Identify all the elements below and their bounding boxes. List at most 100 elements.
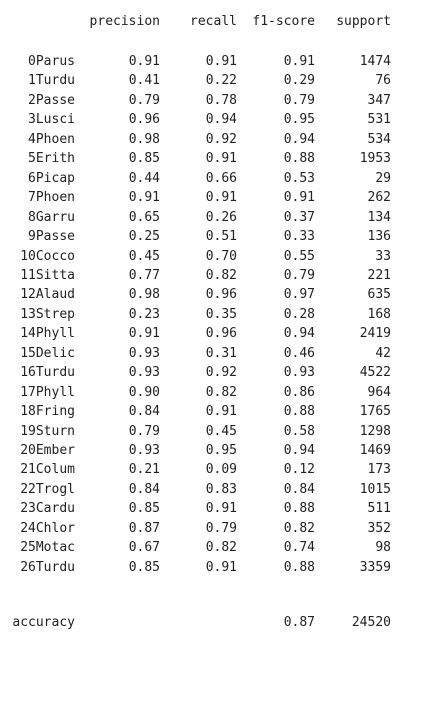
- f1-score-value: 0.88: [283, 151, 315, 166]
- f1-score-value: 0.28: [283, 307, 315, 322]
- class-label: 5Erith: [28, 151, 75, 166]
- f1-score-value: 0.94: [283, 132, 315, 147]
- class-label: 14Phyll: [20, 326, 75, 341]
- precision-value: 0.65: [128, 210, 160, 225]
- accuracy-f1-score: 0.87: [283, 615, 315, 630]
- class-label: 0Parus: [28, 54, 75, 69]
- table-row: 1Turdu 0.41 0.22 0.29 76: [0, 72, 429, 90]
- precision-value: 0.67: [128, 540, 160, 555]
- recall-value: 0.78: [205, 93, 237, 108]
- precision-value: 0.98: [128, 287, 160, 302]
- table-row: 5Erith 0.85 0.91 0.88 1953: [0, 150, 429, 168]
- f1-score-value: 0.55: [283, 249, 315, 264]
- class-label: 6Picap: [28, 171, 75, 186]
- f1-score-value: 0.12: [283, 462, 315, 477]
- support-value: 635: [367, 287, 391, 302]
- table-row: 23Cardu 0.85 0.91 0.88 511: [0, 500, 429, 518]
- f1-score-value: 0.86: [283, 385, 315, 400]
- header-row: precision recall f1-score support: [0, 13, 429, 31]
- recall-value: 0.94: [205, 112, 237, 127]
- class-label: 13Strep: [20, 307, 75, 322]
- class-label: 3Lusci: [28, 112, 75, 127]
- support-value: 1015: [359, 482, 391, 497]
- recall-value: 0.92: [205, 365, 237, 380]
- support-value: 168: [367, 307, 391, 322]
- precision-value: 0.25: [128, 229, 160, 244]
- table-row: 0Parus 0.91 0.91 0.91 1474: [0, 53, 429, 71]
- recall-value: 0.09: [205, 462, 237, 477]
- precision-value: 0.41: [128, 73, 160, 88]
- precision-value: 0.90: [128, 385, 160, 400]
- precision-value: 0.93: [128, 443, 160, 458]
- class-label: 15Delic: [20, 346, 75, 361]
- support-value: 352: [367, 521, 391, 536]
- accuracy-support: 24520: [351, 615, 391, 630]
- class-label: 9Passe: [28, 229, 75, 244]
- table-row: 3Lusci 0.96 0.94 0.95 531: [0, 111, 429, 129]
- table-row: 25Motac 0.67 0.82 0.74 98: [0, 539, 429, 557]
- table-row: 11Sitta 0.77 0.82 0.79 221: [0, 267, 429, 285]
- class-label: 7Phoen: [28, 190, 75, 205]
- support-value: 1953: [359, 151, 391, 166]
- table-row: 20Ember 0.93 0.95 0.94 1469: [0, 442, 429, 460]
- support-value: 1765: [359, 404, 391, 419]
- table-row: 15Delic 0.93 0.31 0.46 42: [0, 345, 429, 363]
- precision-value: 0.96: [128, 112, 160, 127]
- precision-value: 0.91: [128, 326, 160, 341]
- class-label: 12Alaud: [20, 287, 75, 302]
- accuracy-row: accuracy 0.87 24520: [0, 614, 429, 632]
- class-label: 26Turdu: [20, 560, 75, 575]
- precision-value: 0.93: [128, 346, 160, 361]
- recall-value: 0.82: [205, 385, 237, 400]
- class-label: 20Ember: [20, 443, 75, 458]
- class-label: 24Chlor: [20, 521, 75, 536]
- class-label: 17Phyll: [20, 385, 75, 400]
- table-row: 10Cocco 0.45 0.70 0.55 33: [0, 248, 429, 266]
- recall-value: 0.82: [205, 540, 237, 555]
- f1-score-value: 0.88: [283, 501, 315, 516]
- recall-value: 0.45: [205, 424, 237, 439]
- accuracy-label: accuracy: [12, 615, 75, 630]
- precision-value: 0.91: [128, 54, 160, 69]
- support-value: 262: [367, 190, 391, 205]
- f1-score-value: 0.93: [283, 365, 315, 380]
- table-row: 9Passe 0.25 0.51 0.33 136: [0, 228, 429, 246]
- support-value: 29: [375, 171, 391, 186]
- support-value: 134: [367, 210, 391, 225]
- class-label: 10Cocco: [20, 249, 75, 264]
- class-label: 18Fring: [20, 404, 75, 419]
- f1-score-value: 0.84: [283, 482, 315, 497]
- recall-header: recall: [190, 14, 237, 29]
- table-row: 13Strep 0.23 0.35 0.28 168: [0, 306, 429, 324]
- recall-value: 0.22: [205, 73, 237, 88]
- class-label: 23Cardu: [20, 501, 75, 516]
- support-value: 534: [367, 132, 391, 147]
- recall-value: 0.91: [205, 560, 237, 575]
- f1-score-value: 0.79: [283, 93, 315, 108]
- class-label: 2Passe: [28, 93, 75, 108]
- precision-value: 0.87: [128, 521, 160, 536]
- precision-value: 0.79: [128, 424, 160, 439]
- support-value: 33: [375, 249, 391, 264]
- recall-value: 0.92: [205, 132, 237, 147]
- precision-value: 0.45: [128, 249, 160, 264]
- f1-score-value: 0.46: [283, 346, 315, 361]
- recall-value: 0.96: [205, 326, 237, 341]
- f1-score-value: 0.74: [283, 540, 315, 555]
- class-label: 21Colum: [20, 462, 75, 477]
- table-row: 24Chlor 0.87 0.79 0.82 352: [0, 520, 429, 538]
- table-row: 22Trogl 0.84 0.83 0.84 1015: [0, 481, 429, 499]
- support-value: 136: [367, 229, 391, 244]
- precision-value: 0.91: [128, 190, 160, 205]
- recall-value: 0.51: [205, 229, 237, 244]
- precision-value: 0.84: [128, 482, 160, 497]
- recall-value: 0.91: [205, 151, 237, 166]
- table-row: 8Garru 0.65 0.26 0.37 134: [0, 209, 429, 227]
- precision-value: 0.85: [128, 560, 160, 575]
- support-value: 2419: [359, 326, 391, 341]
- support-value: 98: [375, 540, 391, 555]
- precision-value: 0.21: [128, 462, 160, 477]
- class-label: 25Motac: [20, 540, 75, 555]
- support-value: 1474: [359, 54, 391, 69]
- f1-score-value: 0.58: [283, 424, 315, 439]
